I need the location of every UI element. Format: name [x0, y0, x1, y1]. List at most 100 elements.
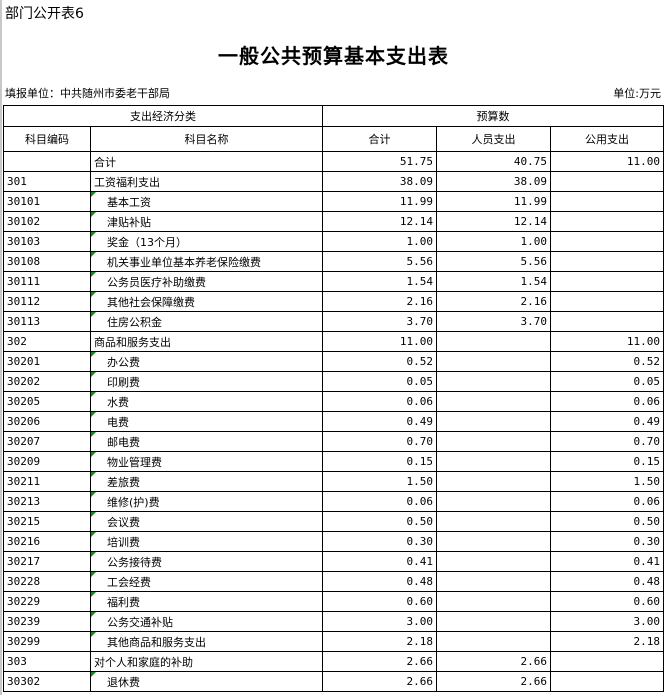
cell-code[interactable]: 30103: [3, 231, 91, 252]
cell-personnel[interactable]: 1.00: [436, 231, 551, 252]
cell-code[interactable]: 302: [3, 331, 91, 352]
cell-code[interactable]: 30213: [3, 491, 91, 512]
cell-personnel[interactable]: 2.16: [436, 291, 551, 312]
cell-total[interactable]: 38.09: [322, 171, 437, 192]
cell-name[interactable]: 其他社会保障缴费: [90, 291, 323, 312]
cell-public[interactable]: 0.50: [550, 511, 664, 532]
cell-name[interactable]: 公务交通补贴: [90, 611, 323, 632]
cell-name[interactable]: 工会经费: [90, 571, 323, 592]
cell-code[interactable]: 30111: [3, 271, 91, 292]
cell-total[interactable]: 5.56: [322, 251, 437, 272]
cell-name[interactable]: 商品和服务支出: [90, 331, 323, 352]
cell-personnel[interactable]: [436, 331, 551, 352]
cell-name[interactable]: 物业管理费: [90, 451, 323, 472]
cell-personnel[interactable]: 1.54: [436, 271, 551, 292]
cell-name[interactable]: 合计: [90, 151, 323, 172]
cell-public[interactable]: 0.06: [550, 491, 664, 512]
cell-name[interactable]: 对个人和家庭的补助: [90, 651, 323, 672]
cell-code[interactable]: 30215: [3, 511, 91, 532]
cell-code[interactable]: 30207: [3, 431, 91, 452]
cell-name[interactable]: 基本工资: [90, 191, 323, 212]
cell-name[interactable]: 水费: [90, 391, 323, 412]
cell-personnel[interactable]: [436, 511, 551, 532]
cell-code[interactable]: 301: [3, 171, 91, 192]
cell-personnel[interactable]: 40.75: [436, 151, 551, 172]
cell-code[interactable]: 30112: [3, 291, 91, 312]
cell-public[interactable]: [550, 271, 664, 292]
cell-public[interactable]: 3.00: [550, 611, 664, 632]
cell-public[interactable]: 0.70: [550, 431, 664, 452]
cell-total[interactable]: 0.15: [322, 451, 437, 472]
cell-personnel[interactable]: [436, 371, 551, 392]
cell-code[interactable]: 30209: [3, 451, 91, 472]
cell-personnel[interactable]: [436, 631, 551, 652]
cell-personnel[interactable]: 38.09: [436, 171, 551, 192]
cell-name[interactable]: 奖金（13个月）: [90, 231, 323, 252]
cell-public[interactable]: 0.41: [550, 551, 664, 572]
cell-name[interactable]: 会议费: [90, 511, 323, 532]
cell-name[interactable]: 工资福利支出: [90, 171, 323, 192]
cell-total[interactable]: 1.54: [322, 271, 437, 292]
cell-personnel[interactable]: [436, 471, 551, 492]
cell-total[interactable]: 0.60: [322, 591, 437, 612]
cell-public[interactable]: [550, 651, 664, 672]
cell-code[interactable]: 30239: [3, 611, 91, 632]
cell-public[interactable]: 0.15: [550, 451, 664, 472]
cell-personnel[interactable]: [436, 491, 551, 512]
cell-public[interactable]: 1.50: [550, 471, 664, 492]
cell-public[interactable]: [550, 251, 664, 272]
cell-total[interactable]: 3.70: [322, 311, 437, 332]
cell-name[interactable]: 公务员医疗补助缴费: [90, 271, 323, 292]
cell-public[interactable]: [550, 211, 664, 232]
cell-public[interactable]: 2.18: [550, 631, 664, 652]
cell-total[interactable]: 12.14: [322, 211, 437, 232]
cell-personnel[interactable]: [436, 391, 551, 412]
cell-public[interactable]: 11.00: [550, 151, 664, 172]
cell-personnel[interactable]: 2.66: [436, 671, 551, 692]
cell-personnel[interactable]: 12.14: [436, 211, 551, 232]
cell-personnel[interactable]: [436, 531, 551, 552]
cell-personnel[interactable]: [436, 551, 551, 572]
cell-public[interactable]: 0.52: [550, 351, 664, 372]
cell-code[interactable]: 30102: [3, 211, 91, 232]
cell-code[interactable]: [3, 151, 91, 172]
cell-name[interactable]: 电费: [90, 411, 323, 432]
cell-public[interactable]: 0.60: [550, 591, 664, 612]
cell-total[interactable]: 11.99: [322, 191, 437, 212]
cell-public[interactable]: 0.48: [550, 571, 664, 592]
cell-total[interactable]: 0.52: [322, 351, 437, 372]
cell-personnel[interactable]: [436, 611, 551, 632]
cell-code[interactable]: 30113: [3, 311, 91, 332]
cell-total[interactable]: 0.50: [322, 511, 437, 532]
cell-total[interactable]: 51.75: [322, 151, 437, 172]
cell-personnel[interactable]: [436, 591, 551, 612]
cell-total[interactable]: 0.41: [322, 551, 437, 572]
cell-name[interactable]: 邮电费: [90, 431, 323, 452]
cell-name[interactable]: 培训费: [90, 531, 323, 552]
cell-personnel[interactable]: [436, 571, 551, 592]
cell-public[interactable]: 0.49: [550, 411, 664, 432]
cell-code[interactable]: 30108: [3, 251, 91, 272]
cell-code[interactable]: 30101: [3, 191, 91, 212]
cell-code[interactable]: 303: [3, 651, 91, 672]
cell-personnel[interactable]: [436, 351, 551, 372]
cell-total[interactable]: 1.00: [322, 231, 437, 252]
cell-total[interactable]: 3.00: [322, 611, 437, 632]
cell-public[interactable]: [550, 171, 664, 192]
cell-name[interactable]: 其他商品和服务支出: [90, 631, 323, 652]
cell-name[interactable]: 机关事业单位基本养老保险缴费: [90, 251, 323, 272]
cell-public[interactable]: [550, 311, 664, 332]
cell-public[interactable]: [550, 291, 664, 312]
cell-public[interactable]: 0.05: [550, 371, 664, 392]
cell-total[interactable]: 0.06: [322, 491, 437, 512]
cell-code[interactable]: 30217: [3, 551, 91, 572]
cell-personnel[interactable]: [436, 411, 551, 432]
cell-name[interactable]: 公务接待费: [90, 551, 323, 572]
cell-name[interactable]: 办公费: [90, 351, 323, 372]
cell-code[interactable]: 30206: [3, 411, 91, 432]
cell-personnel[interactable]: 3.70: [436, 311, 551, 332]
cell-code[interactable]: 30229: [3, 591, 91, 612]
cell-name[interactable]: 印刷费: [90, 371, 323, 392]
cell-public[interactable]: [550, 191, 664, 212]
cell-public[interactable]: 0.30: [550, 531, 664, 552]
